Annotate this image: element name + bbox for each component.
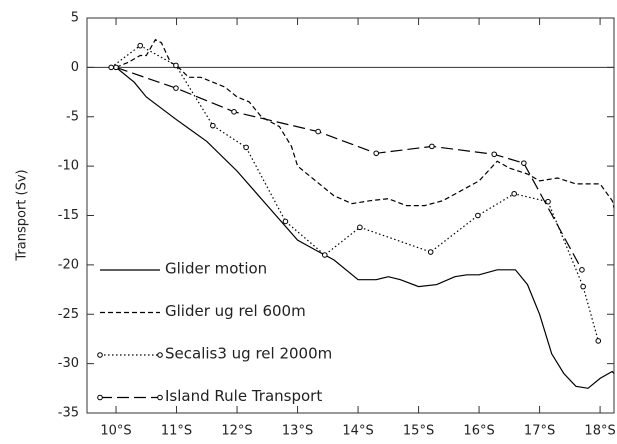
x-tick-label: 17°S <box>524 424 555 439</box>
series-marker <box>580 283 586 290</box>
x-tick-label: 12°S <box>221 424 252 439</box>
series-marker <box>429 143 435 150</box>
legend-label: Island Rule Transport <box>165 387 322 405</box>
y-tick-label: -10 <box>58 159 79 174</box>
series-marker <box>108 64 115 71</box>
series-line <box>115 38 615 208</box>
series-marker <box>475 212 481 219</box>
legend-label: Glider ug rel 600m <box>165 302 306 320</box>
y-tick-label: -35 <box>58 406 79 421</box>
x-tick-label: 11°S <box>161 424 192 439</box>
y-tick-label: -5 <box>66 109 79 124</box>
x-tick-label: 14°S <box>342 424 373 439</box>
series-marker <box>357 224 363 231</box>
y-tick-label: -15 <box>58 208 79 223</box>
y-tick-label: 0 <box>71 60 79 75</box>
legend-marker <box>97 352 103 358</box>
series-line <box>115 66 615 389</box>
legend-marker <box>97 394 103 401</box>
series-marker <box>373 150 380 157</box>
series-marker <box>210 122 216 129</box>
legend-label: Glider motion <box>165 260 267 278</box>
legend-marker <box>157 394 163 401</box>
series-marker <box>491 151 497 158</box>
x-tick-label: 10°S <box>100 424 131 439</box>
series-marker <box>579 267 585 273</box>
x-tick-label: 13°S <box>282 424 313 439</box>
x-tick-label: 15°S <box>403 424 434 439</box>
y-tick-label: -30 <box>58 356 79 371</box>
series-marker <box>511 190 517 197</box>
series-marker <box>282 218 289 225</box>
series-marker <box>545 198 551 205</box>
y-axis-label: Transport (Sv) <box>15 169 30 261</box>
series-marker <box>315 128 321 135</box>
series-marker <box>173 62 179 69</box>
series-marker <box>231 109 237 115</box>
y-tick-label: 5 <box>71 11 79 26</box>
series-marker <box>137 42 144 49</box>
y-tick-label: -25 <box>58 307 79 322</box>
series-line <box>110 44 599 342</box>
series-marker <box>595 338 602 344</box>
legend-label: Secalis3 ug rel 2000m <box>165 345 332 363</box>
series-marker <box>427 249 434 255</box>
x-tick-label: 18°S <box>584 424 615 439</box>
series-marker <box>173 85 179 91</box>
series-marker <box>521 160 527 166</box>
x-tick-label: 16°S <box>463 424 494 439</box>
series-marker <box>321 252 328 258</box>
series-marker <box>113 64 119 71</box>
y-tick-label: -20 <box>58 257 79 272</box>
series-marker <box>243 144 249 151</box>
legend-marker <box>157 352 163 358</box>
